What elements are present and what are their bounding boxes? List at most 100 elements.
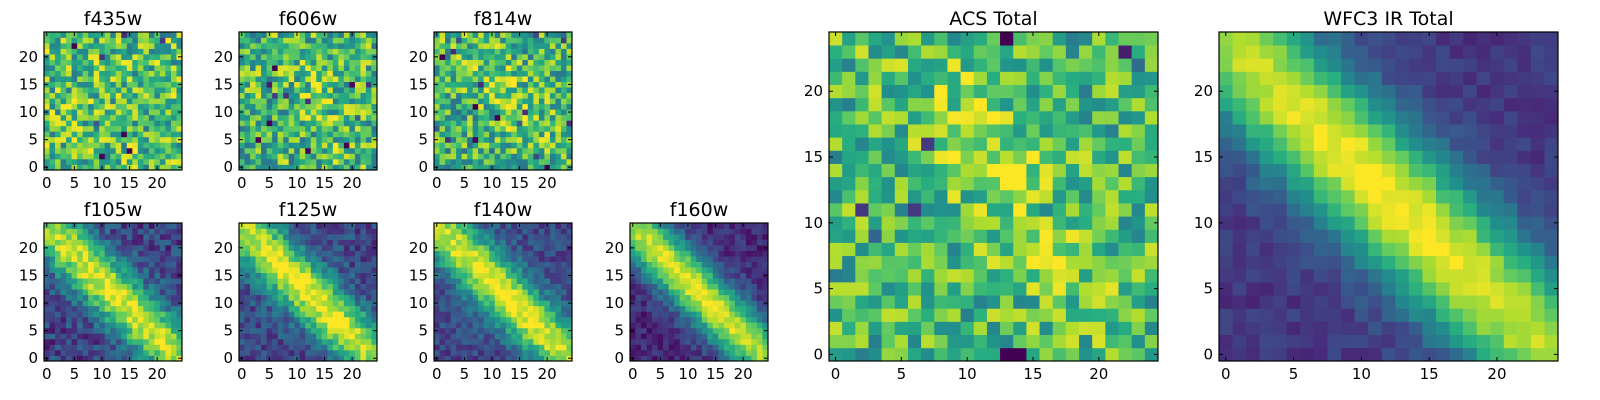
heatmap-cell [555,59,562,66]
heatmap-cell [277,278,284,285]
heatmap-cell [148,349,155,356]
heatmap-cell [176,114,183,121]
heatmap-cell [538,223,545,229]
heatmap-cell [522,98,529,105]
heatmap-cell [500,43,507,49]
heatmap-cell [261,278,267,285]
heatmap-cell [960,255,975,270]
heatmap-cell [729,338,736,345]
heatmap-cell [93,289,100,296]
heatmap-cell [110,43,117,49]
heatmap-cell [239,131,245,138]
heatmap-cell [960,282,975,296]
heatmap-cell [371,87,378,94]
heatmap-cell [154,333,161,340]
heatmap-cell [657,267,664,274]
heatmap-cell [365,70,372,77]
heatmap-cell [49,87,56,94]
heatmap-cell [288,131,295,138]
heatmap-cell [338,142,345,149]
heatmap-cell [288,289,295,296]
heatmap-cell [921,150,935,164]
heatmap-cell [360,234,367,240]
heatmap-cell [1144,189,1159,204]
heatmap-cell [66,311,72,318]
heatmap-cell [299,267,306,274]
heatmap-cell [110,278,117,285]
heatmap-cell [533,87,540,94]
heatmap-cell [261,261,267,268]
heatmap-cell [55,349,61,356]
heatmap-cell [555,234,562,240]
heatmap-cell [343,239,350,246]
heatmap-cell [855,282,869,296]
heatmap-cell [1092,176,1106,191]
heatmap-cell [712,305,719,312]
heatmap-cell [283,300,290,307]
heatmap-cell [244,272,251,279]
heatmap-cell [467,153,473,160]
heatmap-cell [343,261,350,268]
heatmap-cell [646,289,653,296]
heatmap-cell [652,300,658,307]
heatmap-cell [137,283,144,290]
heatmap-cell [522,147,529,154]
heatmap-cell [272,131,278,138]
heatmap-cell [445,245,451,251]
heatmap-cell [165,98,172,105]
heatmap-cell [734,305,741,312]
x-tick-label: 20 [343,174,362,192]
heatmap-cell [360,81,367,88]
heatmap-cell [560,333,567,340]
heatmap-cell [99,272,106,279]
heatmap-cell [327,131,334,138]
heatmap-cell [93,245,100,251]
heatmap-cell [549,131,556,138]
heatmap-cell [272,305,278,312]
heatmap-cell [170,54,177,60]
heatmap-cell [266,234,273,240]
heatmap-cell [360,125,367,132]
heatmap-cell [555,316,562,323]
heatmap-cell [450,261,457,268]
heatmap-cell [544,147,551,154]
heatmap-cell [283,305,290,312]
heatmap-cell [461,283,468,290]
heatmap-cell [445,92,451,99]
heatmap-cell [239,65,245,71]
heatmap-cell [55,37,61,44]
heatmap-cell [250,125,256,132]
heatmap-cell [668,322,675,329]
heatmap-cell [159,125,166,132]
heatmap-cell [143,76,150,83]
heatmap-cell [165,65,172,71]
heatmap-cell [159,158,166,165]
heatmap-cell [121,109,128,116]
heatmap-cell [132,120,139,127]
heatmap-cell [299,158,306,165]
heatmap-cell [272,37,278,44]
heatmap-cell [283,223,290,229]
y-tick-label: 15 [605,266,624,284]
heatmap-cell [522,234,529,240]
heatmap-cell [88,355,95,362]
heatmap-cell [894,216,909,230]
heatmap-cell [707,344,714,351]
heatmap-cell [316,261,323,268]
heatmap-cell [321,54,328,60]
heatmap-cell [533,142,540,149]
heatmap-cell [533,267,540,274]
heatmap-cell [255,316,262,323]
heatmap-cell [321,338,328,345]
heatmap-cell [1079,347,1093,362]
heatmap-cell [881,203,896,217]
heatmap-cell [538,70,545,77]
heatmap-cell [176,147,183,154]
heatmap-cell [527,344,534,351]
heatmap-cell [533,349,540,356]
heatmap-cell [533,147,540,154]
heatmap-cell [60,158,67,165]
heatmap-cell [143,114,150,121]
heatmap-cell [88,136,95,143]
heatmap-cell [527,283,534,290]
